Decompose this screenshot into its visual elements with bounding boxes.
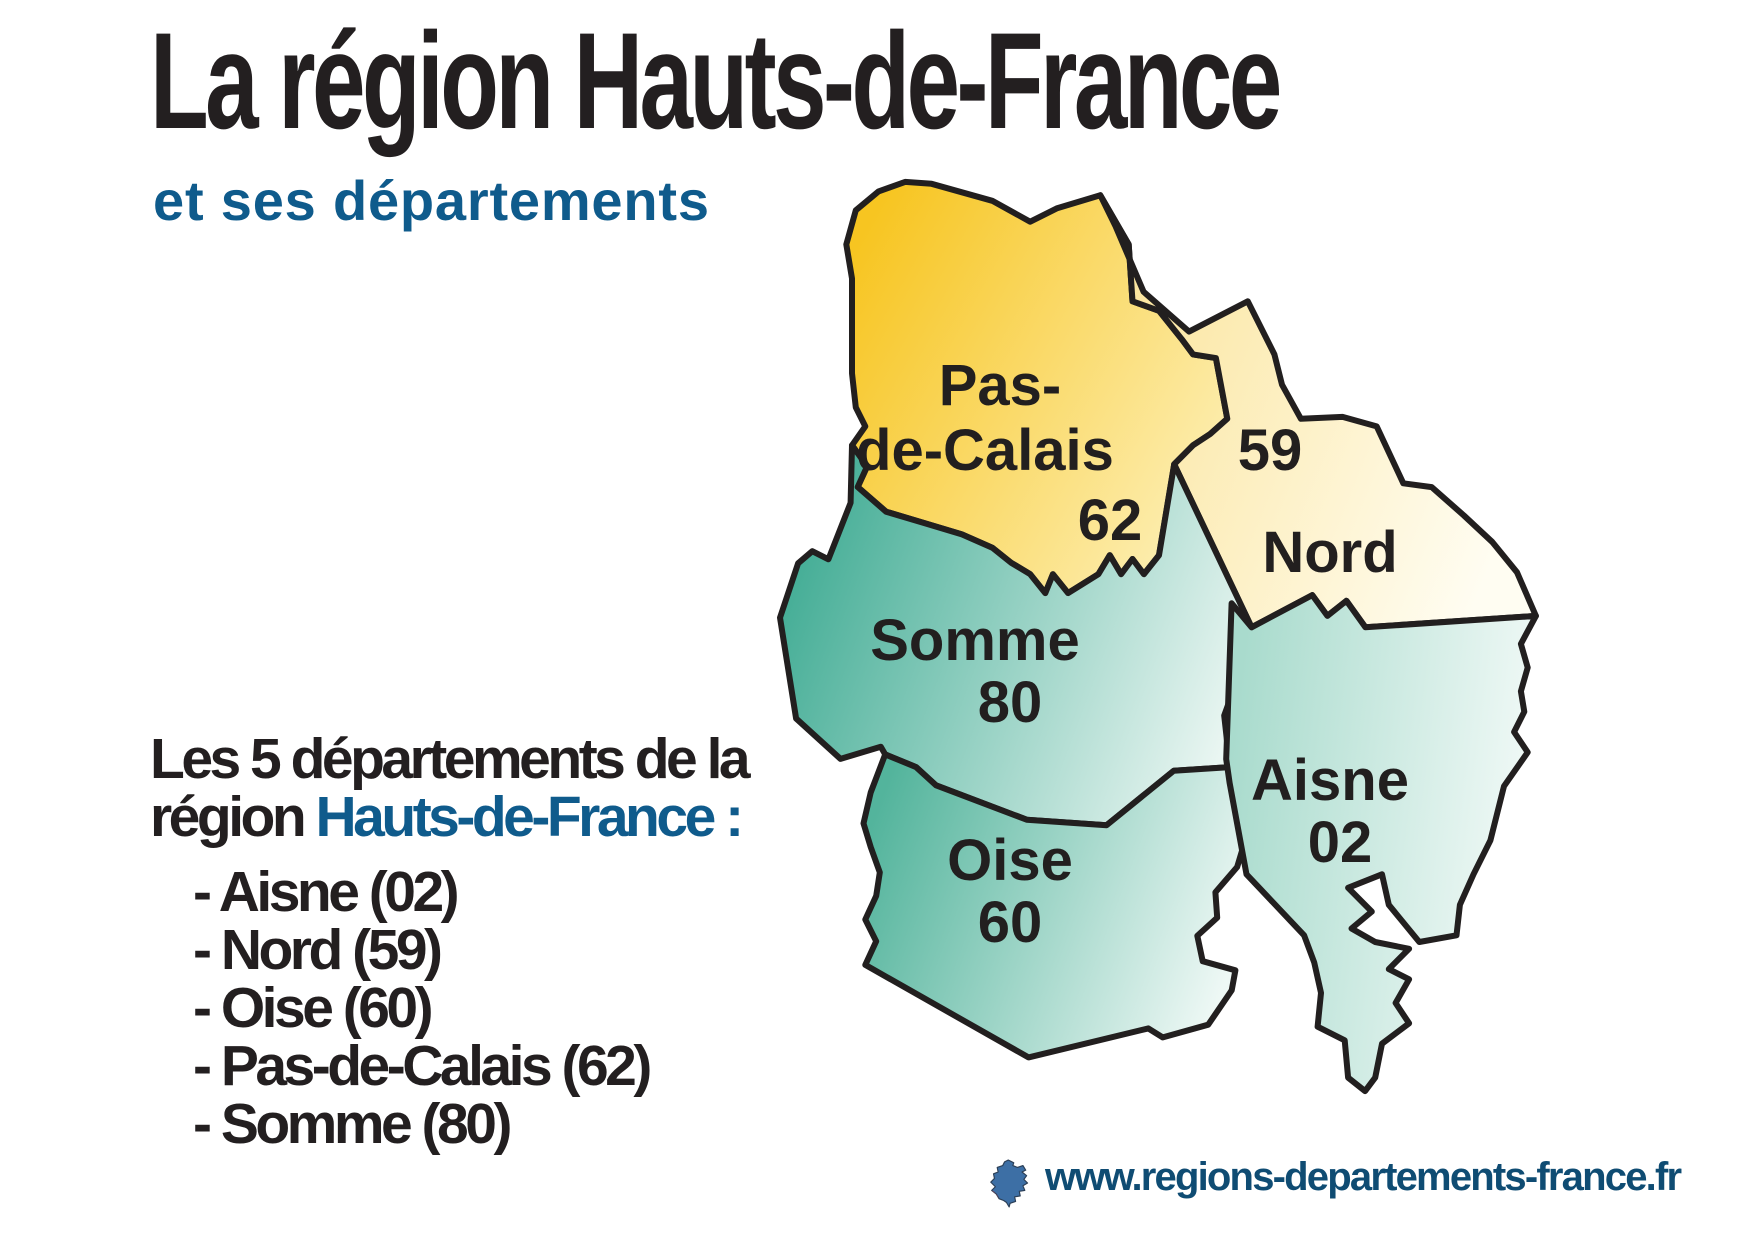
svg-text:Nord: Nord (1262, 520, 1397, 585)
svg-text:60: 60 (978, 890, 1043, 955)
svg-text:59: 59 (1238, 418, 1303, 483)
svg-text:Oise: Oise (947, 828, 1073, 893)
svg-text:Pas-: Pas- (939, 353, 1062, 418)
svg-text:62: 62 (1078, 488, 1143, 553)
svg-text:de-Calais: de-Calais (856, 418, 1114, 483)
svg-text:Somme: Somme (870, 608, 1080, 673)
svg-text:Aisne: Aisne (1251, 748, 1409, 813)
svg-text:80: 80 (978, 670, 1043, 735)
svg-text:02: 02 (1308, 810, 1373, 875)
